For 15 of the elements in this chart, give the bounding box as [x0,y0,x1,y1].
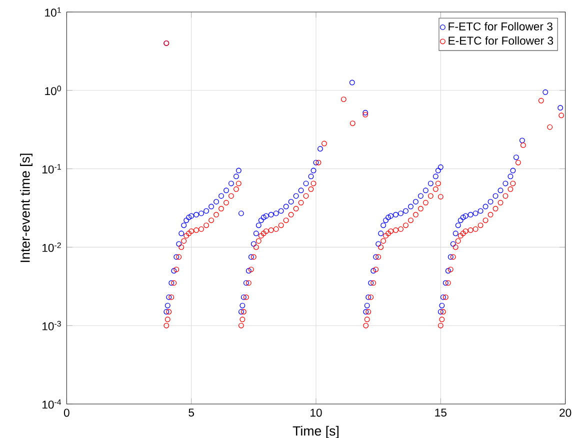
x-tick-label: 0 [64,408,70,417]
x-tick-label: 20 [560,408,572,417]
x-axis-title: Time [s] [292,426,338,438]
y-tick-label: 10$^{1}$ [45,7,61,17]
y-axis-title: Inter-event time [s] [20,154,32,262]
y-tick-label: 10$^{0}$ [45,86,61,96]
x-tick-label: 15 [435,408,446,417]
legend-label: E-ETC for Follower 3 [448,36,554,45]
x-tick-label: 5 [188,408,194,417]
legend-label: F-ETC for Follower 3 [448,22,552,30]
y-tick-label: 10$^{-4}$ [42,399,62,409]
y-tick-label: 10$^{-1}$ [42,164,61,174]
y-tick-label: 10$^{-3}$ [42,320,61,330]
x-tick-label: 10 [310,408,322,417]
y-tick-label: 10$^{-2}$ [42,242,61,252]
